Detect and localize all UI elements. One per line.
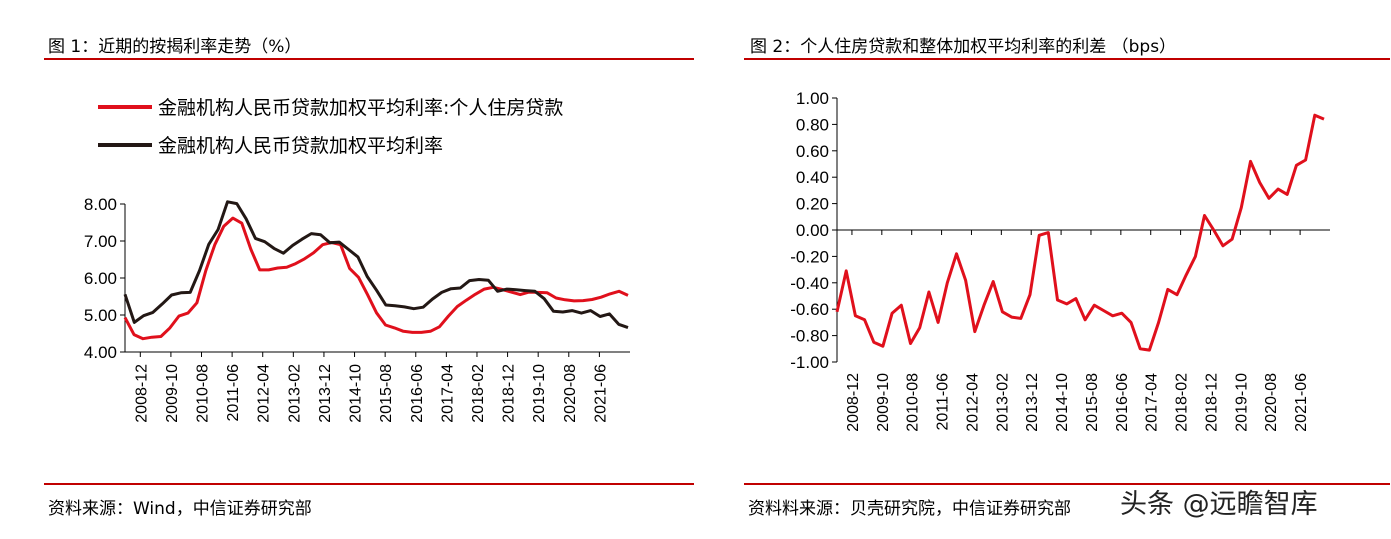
x-tick-label: 2018-02 (470, 364, 487, 423)
x-tick-label: 2020-08 (1263, 373, 1280, 432)
x-tick-label: 2016-06 (409, 364, 426, 423)
chart-source: 资料来源：Wind，中信证券研究部 (48, 499, 312, 519)
x-tick-label: 2013-12 (1024, 373, 1041, 432)
y-tick-label: 0.60 (796, 142, 829, 161)
chart-title: 图 2：个人住房贷款和整体加权平均利率的利差 （bps） (750, 37, 1177, 57)
y-tick-label: -0.80 (790, 327, 829, 346)
chart-title: 图 1：近期的按揭利率走势（%） (48, 37, 302, 57)
y-tick-label: 5.00 (84, 306, 117, 325)
chart-panel-1: 图 1：近期的按揭利率走势（%） 8.00 7.00 6.00 5.00 4.00 200… (44, 37, 694, 519)
x-tick-label: 2014-10 (348, 364, 365, 423)
y-tick-label: -0.40 (790, 274, 829, 293)
y-tick-label: 0.00 (796, 221, 829, 240)
y-tick-label: 0.40 (796, 168, 829, 187)
x-tick-label: 2017-04 (1144, 373, 1161, 432)
y-tick-label: 1.00 (796, 89, 829, 108)
y-tick-label: 8.00 (84, 195, 117, 214)
x-tick-label: 2020-08 (562, 364, 579, 423)
x-tick-label: 2018-02 (1174, 373, 1191, 432)
x-tick-label: 2008-12 (133, 364, 150, 423)
footer-rule (744, 483, 1390, 485)
x-tick-label: 2021-06 (1293, 373, 1310, 432)
x-tick-label: 2012-04 (256, 364, 273, 423)
x-tick-label: 2013-02 (994, 373, 1011, 432)
series-line-1 (123, 216, 629, 341)
x-tick-label: 2014-10 (1054, 373, 1071, 432)
footer-rule (44, 483, 694, 485)
chart-2-svg: 1.00 0.80 0.60 0.40 0.20 0.00 -0.20 -0.40 -0.60 -… (790, 89, 1330, 432)
y-tick-label: 4.00 (84, 343, 117, 362)
series-line-2 (123, 200, 629, 330)
y-tick-label: -1.00 (790, 353, 829, 372)
legend-label-1: 金融机构人民币贷款加权平均利率:个人住房贷款 (158, 97, 563, 119)
x-tick-label: 2019-10 (1233, 373, 1250, 432)
x-tick-label: 2015-08 (1084, 373, 1101, 432)
x-tick-label: 2009-10 (875, 373, 892, 432)
y-tick-label: 7.00 (84, 232, 117, 251)
chart-source: 资料料来源：贝壳研究院，中信证券研究部 (748, 499, 1071, 519)
x-tick-label: 2013-02 (286, 364, 303, 423)
y-tick-label: -0.20 (790, 247, 829, 266)
x-tick-label: 2013-12 (317, 364, 334, 423)
title-rule (44, 58, 694, 60)
y-tick-label: 6.00 (84, 269, 117, 288)
x-tick-label: 2011-06 (225, 364, 242, 422)
title-rule (744, 58, 1390, 60)
legend-label-2: 金融机构人民币贷款加权平均利率 (158, 135, 443, 157)
x-tick-label: 2012-04 (964, 373, 981, 432)
series-line-1 (835, 113, 1325, 352)
x-tick-label: 2015-08 (378, 364, 395, 423)
y-tick-label: 0.80 (796, 115, 829, 134)
y-tick-label: -0.60 (790, 300, 829, 319)
y-tick-label: 0.20 (796, 195, 829, 214)
watermark: 头条 @远瞻智库 (1120, 489, 1318, 520)
chart-panel-2: 图 2：个人住房贷款和整体加权平均利率的利差 （bps） 1.00 0.80 0.6… (700, 0, 1391, 539)
x-tick-label: 2008-12 (845, 373, 862, 432)
x-tick-label: 2009-10 (164, 364, 181, 423)
x-tick-label: 2017-04 (439, 364, 456, 423)
x-tick-label: 2018-12 (1203, 373, 1220, 432)
x-tick-label: 2010-08 (195, 364, 212, 423)
x-tick-label: 2016-06 (1114, 373, 1131, 432)
x-tick-label: 2018-12 (501, 364, 518, 423)
x-tick-label: 2010-08 (905, 373, 922, 432)
x-tick-label: 2021-06 (592, 364, 609, 423)
chart-1-svg: 8.00 7.00 6.00 5.00 4.00 2008-12 2009-10 2010-0… (84, 97, 630, 423)
x-tick-label: 2019-10 (531, 364, 548, 423)
x-tick-label: 2011-06 (935, 373, 952, 431)
